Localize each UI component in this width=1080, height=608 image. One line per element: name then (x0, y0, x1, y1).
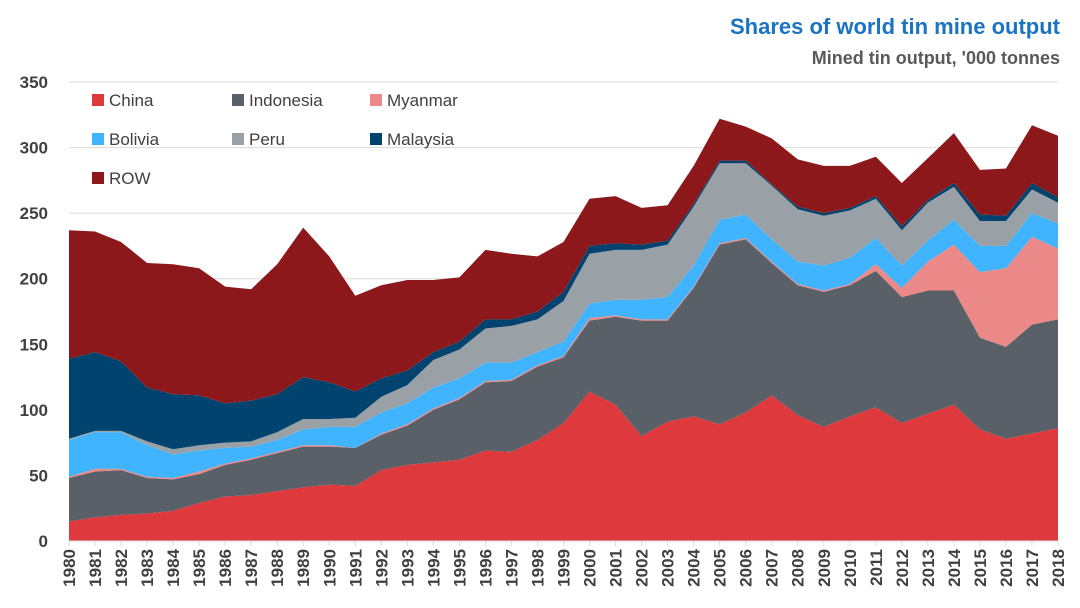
x-tick-label: 1982 (112, 549, 131, 587)
y-tick-label: 300 (20, 139, 48, 158)
legend-swatch-peru (232, 133, 244, 145)
x-tick-label: 1981 (86, 549, 105, 587)
legend-swatch-indonesia (232, 94, 244, 106)
legend-label-peru: Peru (249, 130, 285, 149)
legend-swatch-malaysia (370, 133, 382, 145)
x-tick-label: 2015 (971, 549, 990, 587)
x-tick-label: 1993 (398, 549, 417, 587)
legend-swatch-row (92, 172, 104, 184)
chart-subtitle: Mined tin output, '000 tonnes (811, 48, 1060, 68)
x-tick-label: 2018 (1049, 549, 1068, 587)
legend-label-china: China (109, 91, 154, 110)
x-tick-label: 1995 (450, 549, 469, 587)
x-tick-label: 2001 (607, 549, 626, 587)
x-tick-label: 1991 (346, 549, 365, 587)
y-tick-label: 200 (20, 270, 48, 289)
x-tick-label: 2002 (633, 549, 652, 587)
x-tick-label: 2014 (945, 548, 964, 586)
x-tick-label: 2010 (841, 549, 860, 587)
x-tick-label: 1999 (555, 549, 574, 587)
legend-label-row: ROW (109, 169, 151, 188)
x-tick-label: 2016 (997, 549, 1016, 587)
legend-swatch-china (92, 94, 104, 106)
y-tick-label: 250 (20, 204, 48, 223)
x-tick-label: 1994 (424, 548, 443, 586)
x-tick-label: 2006 (737, 549, 756, 587)
x-tick-label: 1984 (164, 548, 183, 586)
y-tick-label: 350 (20, 73, 48, 92)
legend-label-bolivia: Bolivia (109, 130, 160, 149)
area-china (69, 391, 1058, 541)
x-tick-label: 1985 (190, 549, 209, 587)
x-tick-label: 1998 (528, 549, 547, 587)
x-tick-label: 1992 (372, 549, 391, 587)
area-bolivia (69, 213, 1058, 479)
x-tick-label: 1997 (502, 549, 521, 587)
x-tick-label: 1986 (216, 549, 235, 587)
legend-swatch-bolivia (92, 133, 104, 145)
y-tick-label: 100 (20, 401, 48, 420)
x-tick-label: 2000 (581, 549, 600, 587)
x-tick-label: 1996 (476, 549, 495, 587)
x-tick-label: 2011 (867, 549, 886, 586)
x-tick-label: 1990 (320, 549, 339, 587)
x-tick-label: 1989 (294, 549, 313, 587)
area-myanmar (69, 236, 1058, 480)
y-tick-label: 0 (39, 532, 48, 551)
x-tick-label: 2003 (659, 549, 678, 587)
x-tick-label: 1988 (268, 549, 287, 587)
x-tick-label: 2008 (789, 549, 808, 587)
legend-label-myanmar: Myanmar (387, 91, 458, 110)
x-tick-label: 2009 (815, 549, 834, 587)
x-tick-label: 2004 (685, 548, 704, 586)
area-peru (69, 163, 1058, 455)
x-tick-label: 1987 (242, 549, 261, 587)
area-row (69, 118, 1058, 404)
x-tick-label: 2012 (893, 549, 912, 587)
x-tick-label: 1980 (60, 549, 79, 587)
legend-label-indonesia: Indonesia (249, 91, 323, 110)
x-tick-label: 2007 (763, 549, 782, 587)
legend-label-malaysia: Malaysia (387, 130, 455, 149)
x-tick-label: 2017 (1023, 549, 1042, 587)
x-tick-label: 1983 (138, 549, 157, 587)
area-indonesia (69, 239, 1058, 522)
x-tick-label: 2013 (919, 549, 938, 587)
y-tick-label: 50 (29, 466, 48, 485)
chart-title: Shares of world tin mine output (730, 14, 1060, 39)
y-tick-label: 150 (20, 335, 48, 354)
legend-swatch-myanmar (370, 94, 382, 106)
area-malaysia (69, 160, 1058, 450)
x-tick-label: 2005 (711, 549, 730, 587)
